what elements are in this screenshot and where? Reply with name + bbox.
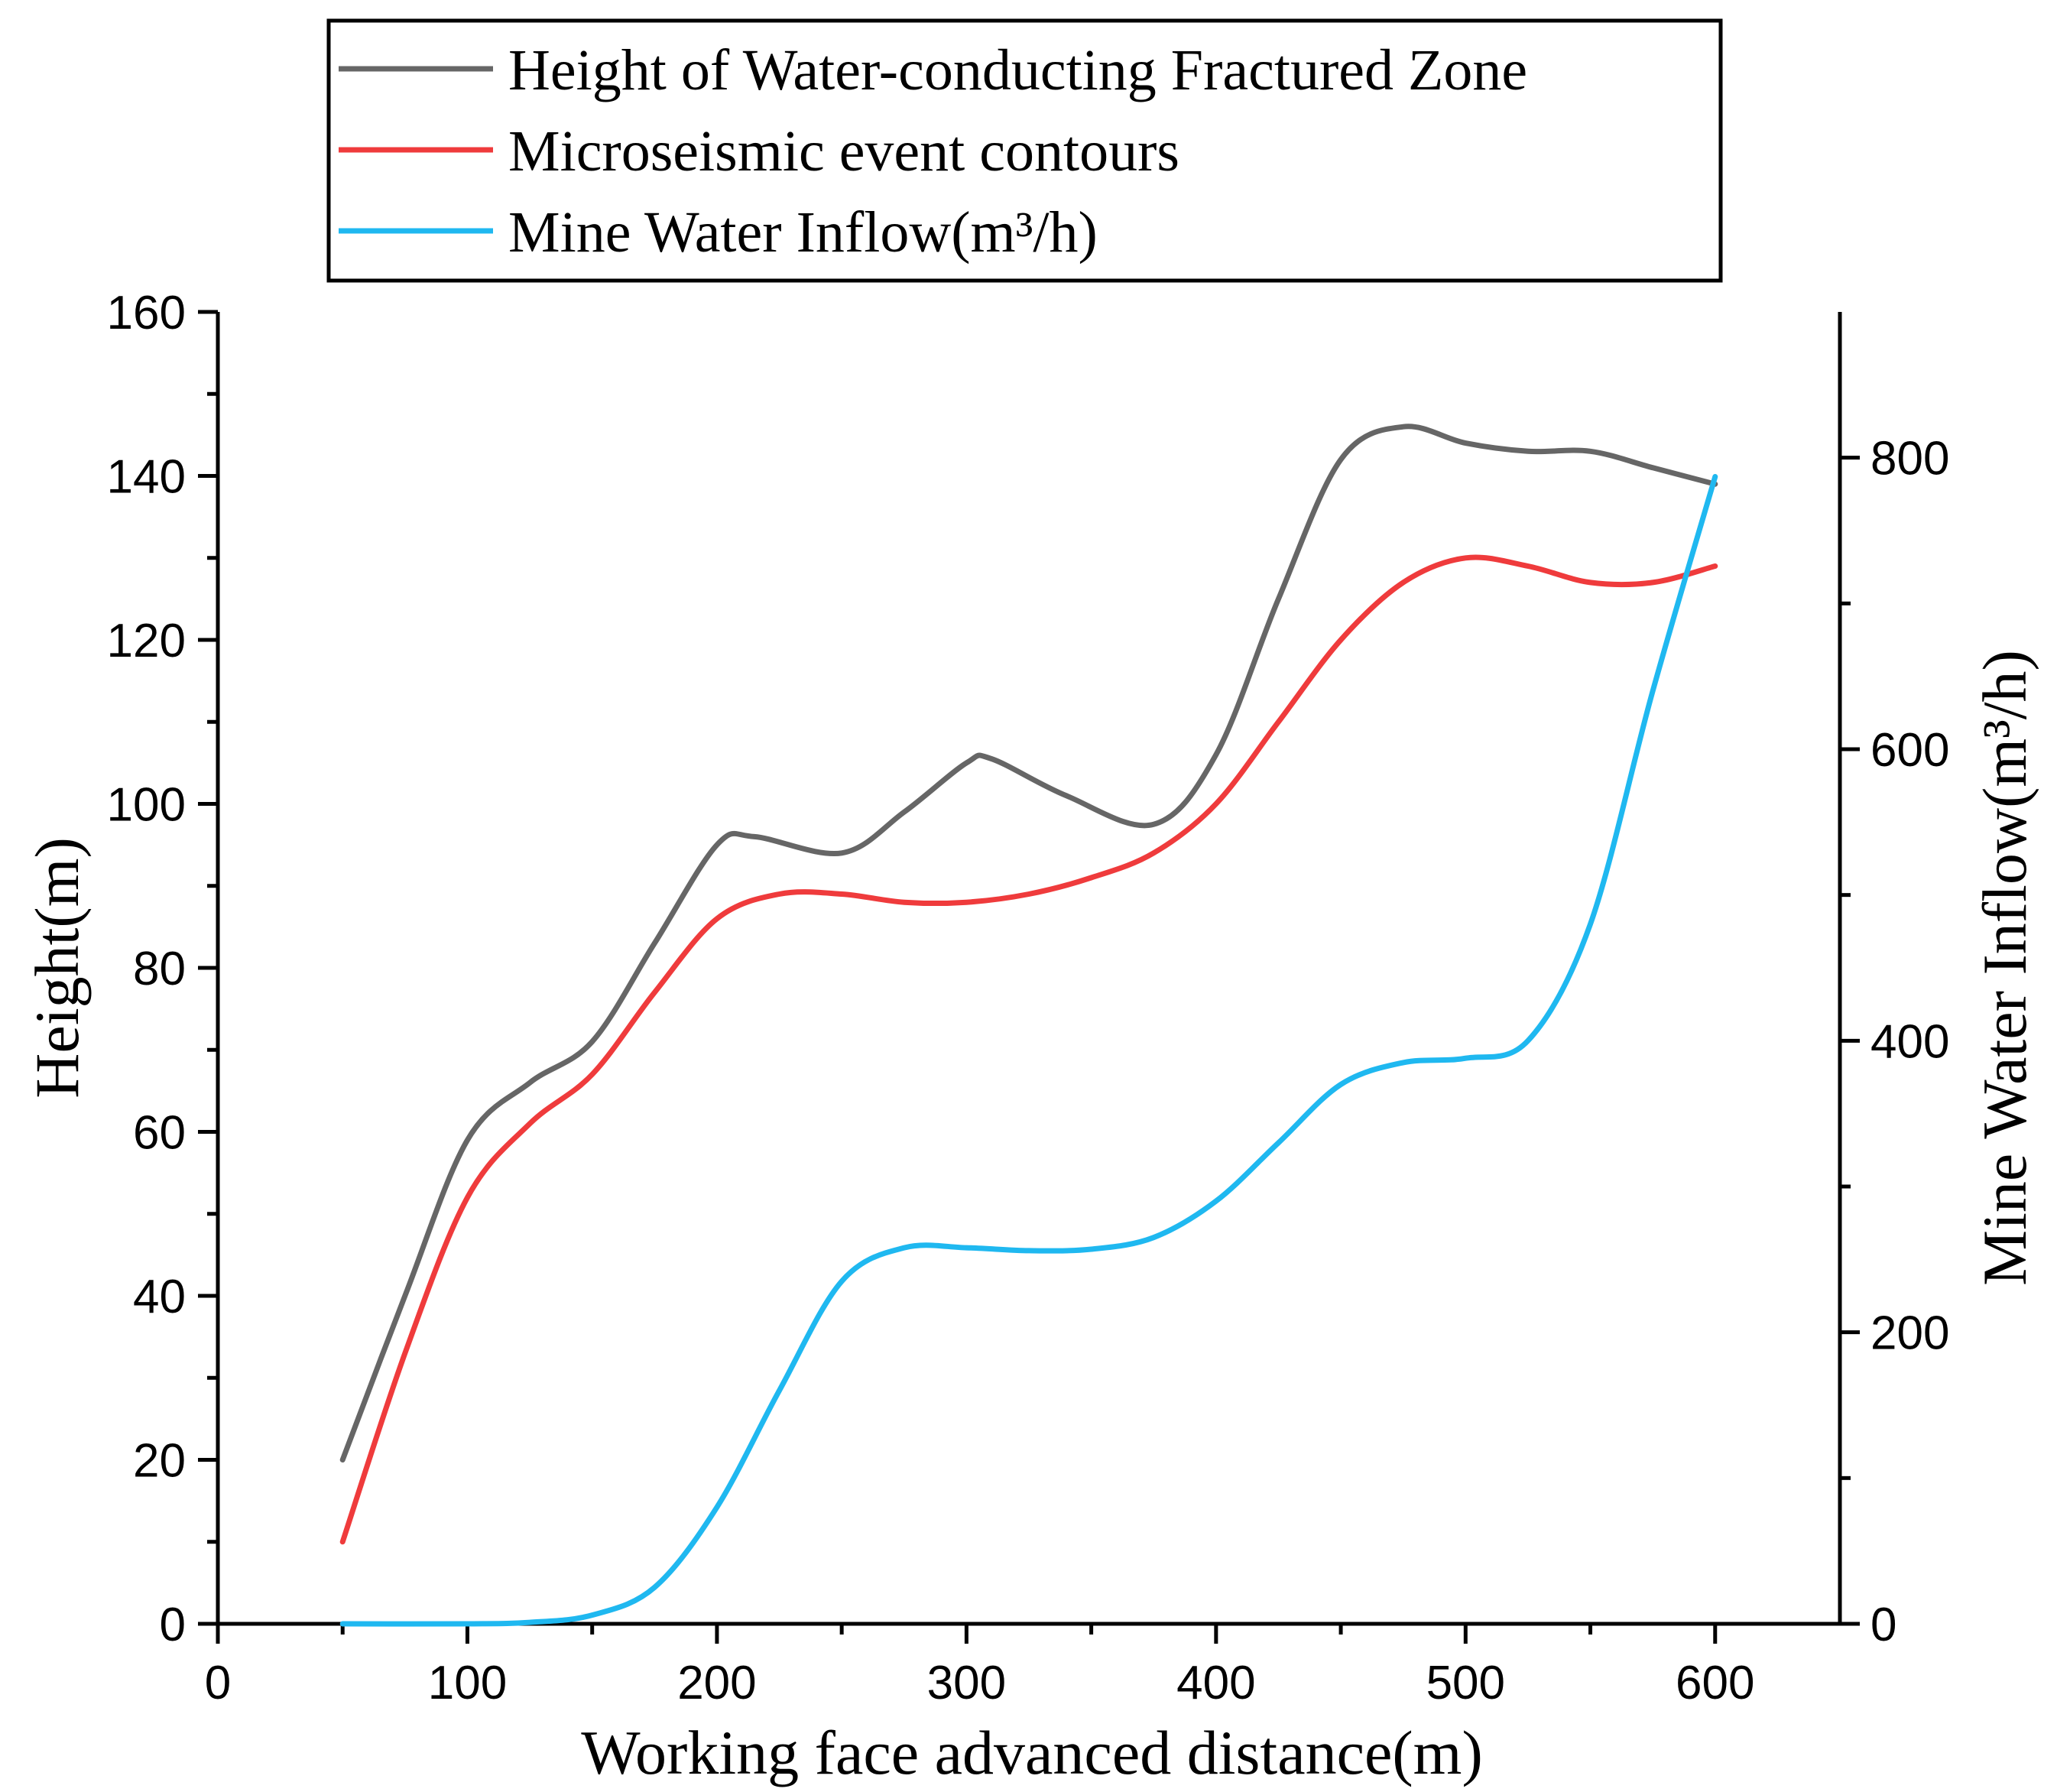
x-axis-title: Working face advanced distance(m): [581, 1718, 1483, 1787]
y-tick-label: 120: [107, 615, 186, 667]
y-tick-label: 160: [107, 287, 186, 339]
y2-tick-label: 200: [1870, 1307, 1949, 1360]
x-tick-label: 200: [677, 1657, 756, 1709]
x-tick-label: 300: [927, 1657, 1006, 1709]
axes: [216, 312, 1842, 1626]
y-axis-title: Height(m): [22, 837, 92, 1099]
y-tick-label: 0: [160, 1599, 186, 1651]
x-tick-label: 100: [428, 1657, 507, 1709]
y-tick-label: 140: [107, 451, 186, 504]
y2-tick-label: 400: [1870, 1015, 1949, 1068]
x-tick-label: 600: [1676, 1657, 1754, 1709]
series-water-inflow-line: [339, 474, 1718, 1627]
y2-tick-label: 800: [1870, 433, 1949, 485]
y2-axis-title: Mine Water Inflow(m³/h): [1970, 650, 2039, 1286]
y2-tick-label: 600: [1870, 724, 1949, 777]
y-tick-label: 80: [133, 943, 186, 995]
y-tick-label: 20: [133, 1435, 186, 1488]
x-tick-label: 500: [1426, 1657, 1505, 1709]
x-tick-label: 400: [1176, 1657, 1255, 1709]
legend: Height of Water-conducting Fractured Zon…: [326, 18, 1723, 283]
legend-box: [326, 18, 1723, 283]
x-tick-label: 0: [205, 1657, 231, 1709]
series-fracture-zone-line: [339, 424, 1718, 1462]
tick-labels: 0 100 200 300 400 500 600 0 20 40 60 80 100 120 140 160…: [107, 287, 1950, 1709]
ticks: [198, 310, 1860, 1644]
y-tick-label: 40: [133, 1271, 186, 1323]
series-microseismic-line: [339, 554, 1718, 1545]
y-tick-label: 100: [107, 779, 186, 832]
legend-label-water-inflow: Mine Water Inflow(m³/h): [508, 200, 1098, 265]
legend-label-fracture-zone: Height of Water-conducting Fractured Zon…: [508, 38, 1527, 102]
y-tick-label: 60: [133, 1107, 186, 1160]
series-lines: [339, 424, 1718, 1627]
legend-label-microseismic: Microseismic event contours: [508, 119, 1179, 183]
y2-tick-label: 0: [1870, 1599, 1896, 1651]
